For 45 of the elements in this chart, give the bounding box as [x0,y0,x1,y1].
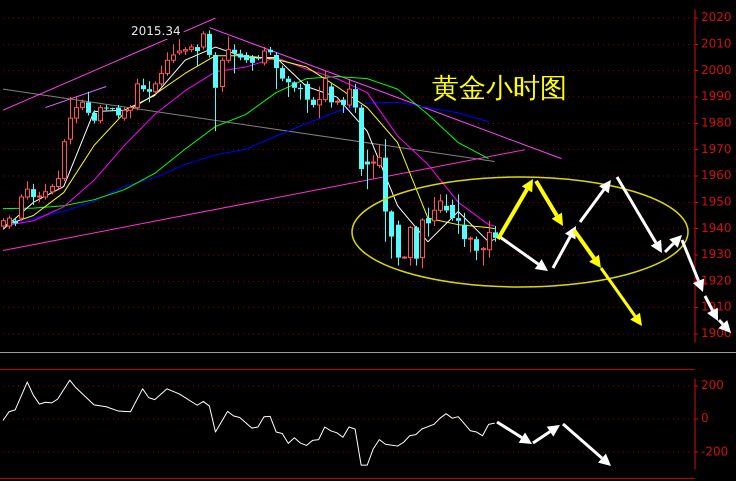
candlestick [147,80,152,103]
y-tick-label: -200 [701,444,728,458]
y-tick-label: 200 [701,378,724,392]
y-tick-label: 1970 [701,142,732,156]
candlestick [456,194,461,234]
candlestick [213,52,218,132]
candlestick [311,96,316,108]
candlestick [232,44,237,74]
candlestick [389,210,394,260]
candlestick [86,91,91,116]
candlestick [341,96,346,114]
y-tick-label: 1950 [701,194,732,208]
candlestick [31,183,36,206]
candlestick [353,83,358,114]
candlestick [414,226,419,266]
y-tick-label: 1940 [701,220,732,235]
candlestick [274,52,279,90]
candlestick [13,218,18,227]
candlestick [474,236,479,261]
y-tick-label: 2010 [701,36,732,51]
candlestick [292,80,297,92]
y-tick-label: 1990 [701,89,732,104]
candlestick [280,64,285,82]
y-tick-label: 1960 [701,168,732,182]
candlestick [462,212,467,248]
candlestick [141,78,146,92]
y-tick-label: 0 [701,411,709,426]
candlestick [396,220,401,266]
candlestick [268,46,273,56]
candlestick [493,226,498,242]
candlestick [383,138,388,242]
candlestick [195,44,200,66]
candlestick [305,80,310,114]
candlestick [207,30,212,58]
y-tick-label: 1980 [701,115,732,130]
y-tick-label: 1930 [701,247,732,262]
text: 黄金小时图 [432,72,567,106]
y-tick-label: 2020 [701,10,732,24]
annotation: 2015.34 [131,24,181,38]
y-tick-label: 2000 [701,62,732,77]
candlestick [426,207,431,238]
candlestick [329,83,334,108]
candlestick [92,110,97,124]
candlestick [286,75,291,98]
y-tick-label: 1920 [701,273,732,288]
